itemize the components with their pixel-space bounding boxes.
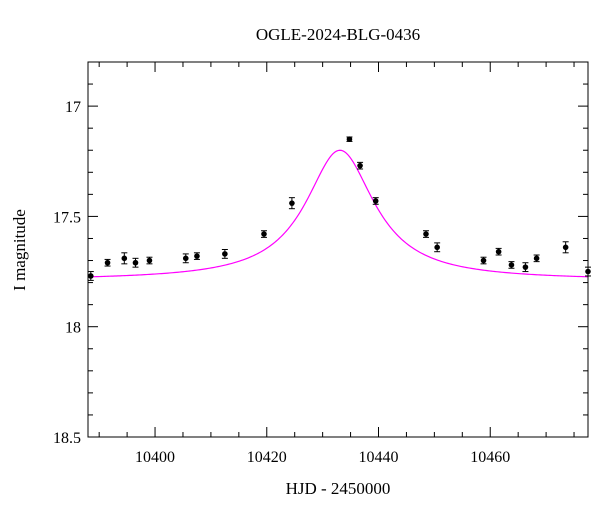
data-point — [533, 254, 540, 263]
point-marker — [423, 231, 429, 237]
data-point — [434, 242, 441, 253]
point-marker — [495, 248, 502, 255]
data-point — [422, 230, 429, 238]
data-point — [260, 230, 267, 238]
x-axis-label: HJD - 2450000 — [286, 479, 391, 498]
data-point — [146, 256, 153, 265]
point-marker — [121, 255, 128, 262]
point-marker — [146, 257, 153, 264]
tick-labels: 10400 10420 10440 10460 17 17.5 18 18.5 — [53, 99, 510, 466]
y-tick-label: 18.5 — [53, 430, 81, 447]
point-marker — [533, 255, 540, 262]
point-marker — [480, 257, 487, 264]
data-point — [132, 257, 139, 268]
data-point — [562, 241, 569, 254]
data-point — [288, 197, 295, 210]
data-point — [346, 136, 353, 143]
data-point — [372, 197, 379, 205]
data-point — [508, 261, 515, 269]
data-points-layer — [87, 136, 591, 281]
data-point — [193, 252, 200, 260]
point-marker — [434, 244, 440, 251]
point-marker — [87, 273, 94, 279]
point-marker — [222, 251, 228, 257]
data-point — [357, 161, 364, 170]
data-point — [87, 271, 94, 281]
y-tick-label: 17.5 — [53, 209, 81, 226]
y-tick-label: 17 — [65, 99, 81, 116]
data-point — [480, 256, 487, 265]
point-marker — [289, 200, 295, 206]
data-point — [221, 249, 228, 259]
point-marker — [132, 259, 139, 266]
point-marker — [182, 255, 189, 262]
model-curve — [87, 149, 589, 278]
data-point — [121, 252, 128, 265]
point-marker — [508, 262, 515, 268]
axis-ticks — [88, 61, 588, 438]
data-point — [182, 253, 189, 264]
y-axis-label: I magnitude — [10, 209, 29, 291]
data-point — [495, 247, 502, 256]
data-point — [104, 258, 111, 267]
point-marker — [562, 244, 569, 251]
chart-title: OGLE-2024-BLG-0436 — [256, 25, 420, 44]
point-marker — [104, 259, 111, 266]
x-tick-label: 10440 — [359, 449, 399, 466]
x-tick-label: 10460 — [470, 449, 510, 466]
y-tick-label: 18 — [65, 320, 81, 337]
data-point — [522, 262, 529, 273]
plot-frame — [87, 61, 589, 438]
point-marker — [346, 136, 353, 143]
model-curve-layer — [87, 149, 589, 278]
point-marker — [194, 253, 200, 259]
point-marker — [372, 198, 379, 204]
point-marker — [261, 231, 267, 237]
point-marker — [522, 264, 529, 270]
point-marker — [357, 162, 363, 169]
x-tick-label: 10420 — [247, 449, 287, 466]
x-tick-label: 10400 — [135, 449, 175, 466]
